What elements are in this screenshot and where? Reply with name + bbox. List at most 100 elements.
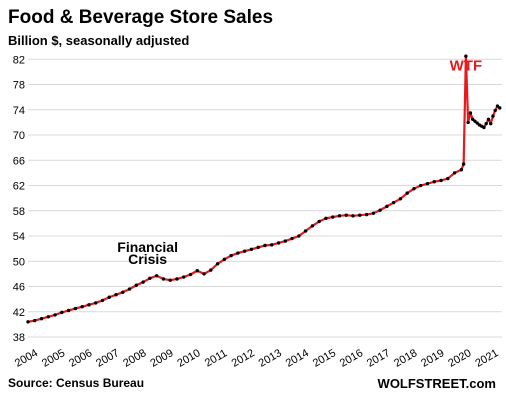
data-point [263, 243, 267, 248]
data-point [351, 214, 355, 218]
data-point [154, 274, 159, 278]
x-tick-label: 2019 [419, 347, 446, 370]
x-tick-label: 2006 [67, 347, 94, 370]
x-tick-label: 2004 [13, 347, 40, 370]
data-point [378, 208, 382, 212]
x-tick-label: 2009 [148, 347, 175, 370]
data-point [290, 236, 294, 241]
data-point [344, 213, 348, 217]
x-tick-label: 2012 [230, 347, 257, 370]
data-point [446, 176, 450, 181]
data-point [276, 241, 281, 245]
x-tick-label: 2015 [311, 347, 338, 370]
y-tick-label: 62 [13, 181, 25, 193]
data-point [452, 171, 457, 175]
x-tick-label: 2014 [284, 347, 311, 370]
data-point [127, 287, 132, 291]
y-tick-label: 38 [13, 332, 25, 344]
data-point [491, 114, 495, 118]
data-point [33, 318, 37, 323]
brand-label: WOLFSTREET.com [378, 376, 496, 391]
x-axis-ticks: 2004 2005 2006 2007 2008 2009 2010 2011 2012 2013… [13, 347, 501, 370]
data-point [498, 106, 502, 110]
data-point [229, 253, 233, 258]
y-tick-label: 42 [13, 307, 25, 319]
x-tick-label: 2013 [257, 347, 284, 370]
wtf-annotation: WTF [450, 58, 482, 75]
data-point [283, 239, 288, 243]
data-point [141, 280, 145, 284]
data-point [175, 277, 179, 281]
data-point [317, 219, 321, 224]
y-tick-label: 58 [13, 206, 25, 218]
data-point [337, 214, 342, 218]
chart-title: Food & Beverage Store Sales [8, 7, 273, 28]
financial-crisis-annotation: Financial [117, 239, 178, 255]
x-tick-label: 2017 [365, 347, 392, 370]
y-tick-label: 82 [13, 54, 25, 66]
data-point [270, 243, 274, 247]
data-point [188, 272, 193, 277]
data-point [87, 303, 91, 307]
series-line [27, 55, 501, 323]
data-point [398, 197, 403, 201]
data-point [236, 251, 240, 255]
financial-crisis-annotation: Crisis [128, 251, 167, 267]
x-tick-label: 2011 [203, 347, 229, 369]
data-point [470, 117, 475, 121]
data-point [195, 269, 199, 273]
x-tick-label: 2020 [446, 347, 473, 370]
x-tick-label: 2016 [338, 347, 365, 370]
data-point [484, 121, 488, 126]
data-point [215, 262, 220, 266]
source-note: Source: Census Bureau [8, 376, 144, 390]
data-point [26, 320, 30, 324]
gridlines [28, 58, 502, 338]
data-point [202, 272, 206, 276]
data-point [468, 111, 473, 115]
data-point [495, 104, 500, 108]
y-tick-label: 70 [13, 130, 25, 142]
data-point [466, 120, 470, 125]
y-axis-ticks: 38 42 46 50 54 58 62 66 70 74 78 82 [13, 54, 25, 344]
data-point [358, 213, 362, 217]
data-point [249, 247, 254, 251]
x-tick-label: 2021 [473, 347, 500, 370]
data-point [60, 310, 64, 315]
data-point [46, 315, 51, 319]
y-tick-label: 54 [13, 231, 25, 243]
data-point [53, 313, 57, 317]
x-tick-label: 2007 [94, 347, 121, 370]
y-tick-label: 46 [13, 282, 25, 294]
data-point [80, 305, 84, 309]
data-point [464, 54, 468, 58]
data-point [182, 275, 186, 279]
data-point [486, 117, 491, 121]
x-tick-label: 2005 [40, 347, 67, 370]
data-point [297, 234, 301, 238]
data-point [209, 268, 213, 272]
y-tick-label: 74 [13, 105, 25, 117]
x-tick-label: 2008 [121, 347, 148, 370]
data-point [391, 200, 396, 205]
data-point [412, 186, 416, 191]
data-point [256, 245, 260, 250]
data-point [222, 257, 227, 262]
data-point [66, 308, 71, 313]
data-point [371, 211, 376, 216]
data-point [107, 295, 111, 299]
data-point [310, 224, 315, 228]
y-tick-label: 78 [13, 80, 25, 92]
data-point [425, 181, 430, 186]
data-point [385, 204, 389, 209]
data-point [39, 316, 44, 321]
data-point [432, 180, 436, 184]
x-tick-label: 2018 [392, 347, 419, 370]
series-layer [26, 54, 502, 324]
data-point [331, 215, 335, 219]
data-point [168, 278, 172, 282]
y-tick-label: 50 [13, 256, 25, 268]
data-point [439, 178, 443, 183]
